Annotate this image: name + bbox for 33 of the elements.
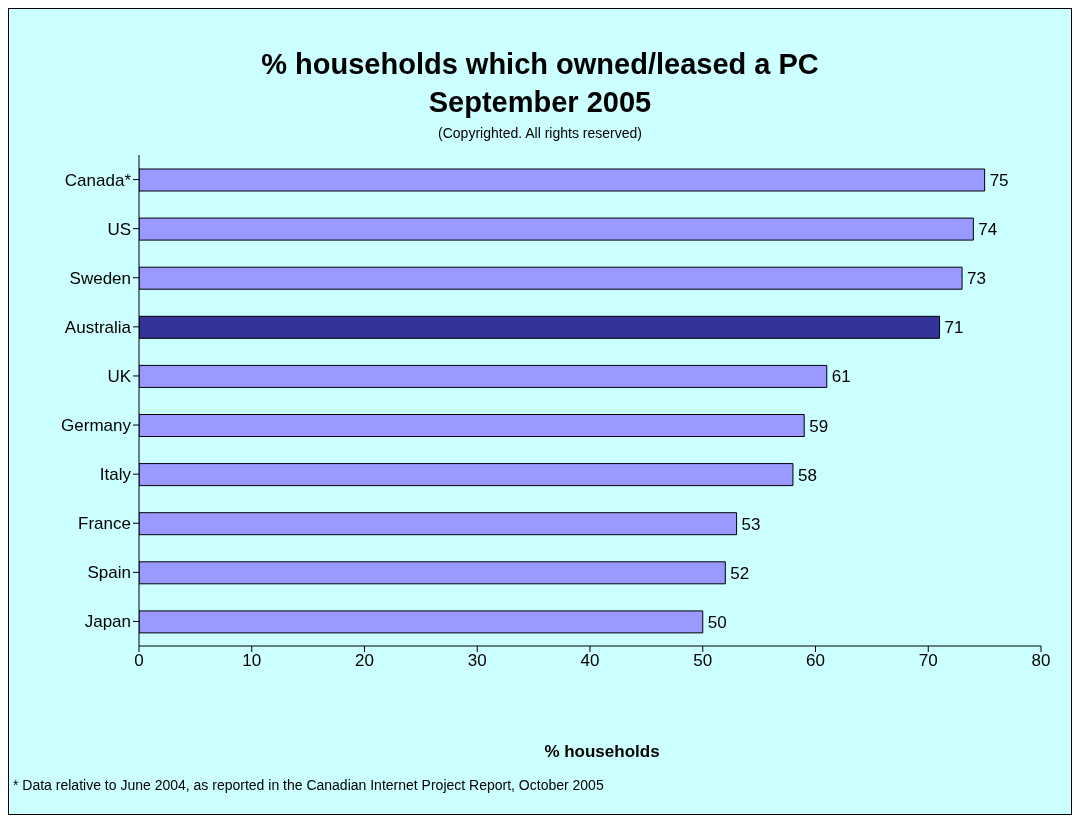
y-tick-label: Spain [87, 563, 131, 583]
data-label: 71 [944, 318, 964, 338]
y-tick-label: France [78, 514, 131, 534]
data-label: 75 [989, 171, 1009, 191]
data-label: 73 [967, 269, 986, 289]
data-label: 50 [707, 612, 727, 632]
x-tick-label: 10 [242, 651, 262, 671]
x-tick-label: 50 [693, 651, 713, 671]
x-tick-label: 40 [580, 651, 600, 671]
x-tick-label: 20 [355, 651, 374, 671]
data-label: 59 [809, 416, 829, 436]
y-tick-label: Australia [64, 317, 132, 337]
y-tick-label: US [107, 219, 131, 239]
x-tick-label: 0 [134, 651, 144, 671]
x-tick-label: 60 [806, 651, 825, 671]
x-tick-label: 80 [1031, 651, 1051, 671]
text: * Data relative to June 2004, as reported in the Canadian Internet Project Report, October 2005 [13, 777, 605, 793]
data-label: 61 [831, 367, 851, 387]
x-tick-label: 70 [918, 651, 938, 671]
data-label: 53 [741, 514, 761, 534]
y-tick-label: Italy [99, 465, 132, 485]
y-tick-label: UK [107, 366, 132, 386]
chart-subtitle: (Copyrighted. All rights reserved) [437, 125, 643, 141]
y-tick-label: Japan [84, 612, 131, 632]
data-label: 58 [797, 465, 817, 485]
data-label: 52 [730, 563, 750, 583]
y-tick-label: Sweden [69, 268, 131, 288]
y-tick-label: Canada* [64, 170, 132, 190]
data-label: 74 [978, 220, 998, 240]
x-axis-title: % households [543, 742, 661, 762]
y-tick-label: Germany [61, 416, 132, 436]
chart-title: % households which owned/leased a PC September 2005 [260, 47, 820, 120]
x-tick-label: 30 [467, 651, 487, 671]
